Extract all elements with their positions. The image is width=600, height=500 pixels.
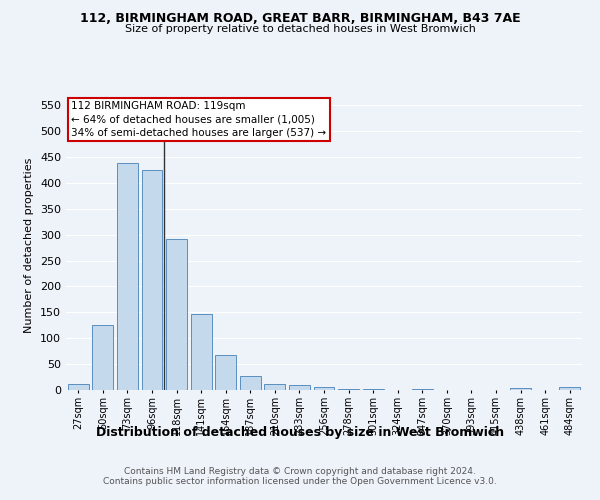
Bar — [191, 314, 212, 390]
Bar — [314, 388, 334, 390]
Bar — [142, 170, 163, 390]
Bar — [265, 384, 286, 390]
Text: Size of property relative to detached houses in West Bromwich: Size of property relative to detached ho… — [125, 24, 475, 34]
Bar — [166, 239, 187, 390]
Text: Distribution of detached houses by size in West Bromwich: Distribution of detached houses by size … — [96, 426, 504, 439]
Bar — [117, 163, 138, 390]
Text: 112, BIRMINGHAM ROAD, GREAT BARR, BIRMINGHAM, B43 7AE: 112, BIRMINGHAM ROAD, GREAT BARR, BIRMIN… — [80, 12, 520, 26]
Text: 112 BIRMINGHAM ROAD: 119sqm
← 64% of detached houses are smaller (1,005)
34% of : 112 BIRMINGHAM ROAD: 119sqm ← 64% of det… — [71, 102, 326, 138]
Bar — [289, 386, 310, 390]
Text: Contains public sector information licensed under the Open Government Licence v3: Contains public sector information licen… — [103, 478, 497, 486]
Bar — [92, 325, 113, 390]
Bar — [240, 376, 261, 390]
Y-axis label: Number of detached properties: Number of detached properties — [25, 158, 34, 332]
Bar — [510, 388, 531, 390]
Bar — [68, 384, 89, 390]
Text: Contains HM Land Registry data © Crown copyright and database right 2024.: Contains HM Land Registry data © Crown c… — [124, 466, 476, 475]
Bar — [559, 388, 580, 390]
Bar — [215, 356, 236, 390]
